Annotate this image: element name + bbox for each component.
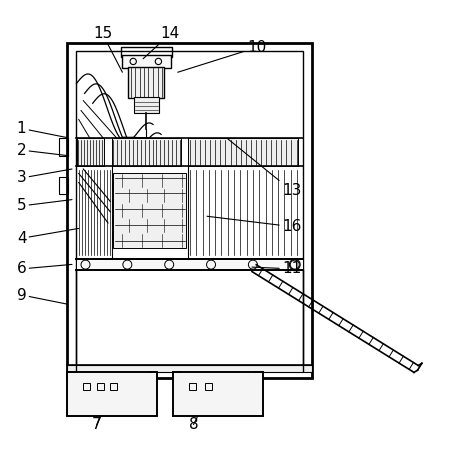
Bar [134,96,159,113]
Bar [58,138,68,156]
Bar [113,173,186,248]
Bar [205,383,212,390]
Text: 14: 14 [143,26,180,59]
Text: 13: 13 [227,138,302,198]
Text: 8: 8 [189,415,198,432]
Text: 11: 11 [252,262,301,276]
Text: 10: 10 [178,40,266,72]
Bar [188,138,298,166]
Bar [58,177,68,194]
Bar [76,138,104,166]
Bar [67,365,312,372]
Bar [110,383,117,390]
Bar [128,67,164,98]
Bar [189,383,196,390]
Text: 9: 9 [17,288,67,304]
Bar [76,51,303,371]
Text: 7: 7 [92,415,102,432]
Bar [112,138,181,166]
Text: 2: 2 [17,142,67,157]
Text: 5: 5 [17,198,72,213]
Bar [97,383,104,390]
Bar [173,371,263,415]
Text: 15: 15 [93,26,122,72]
Text: 16: 16 [207,216,302,234]
Bar [67,43,312,378]
Bar [67,371,157,415]
Text: 6: 6 [17,262,72,276]
Text: 3: 3 [17,169,72,186]
Text: 1: 1 [17,121,67,137]
Text: 4: 4 [17,228,79,246]
Bar [76,259,303,270]
Bar [122,55,171,68]
Bar [83,383,90,390]
Bar [121,47,172,57]
